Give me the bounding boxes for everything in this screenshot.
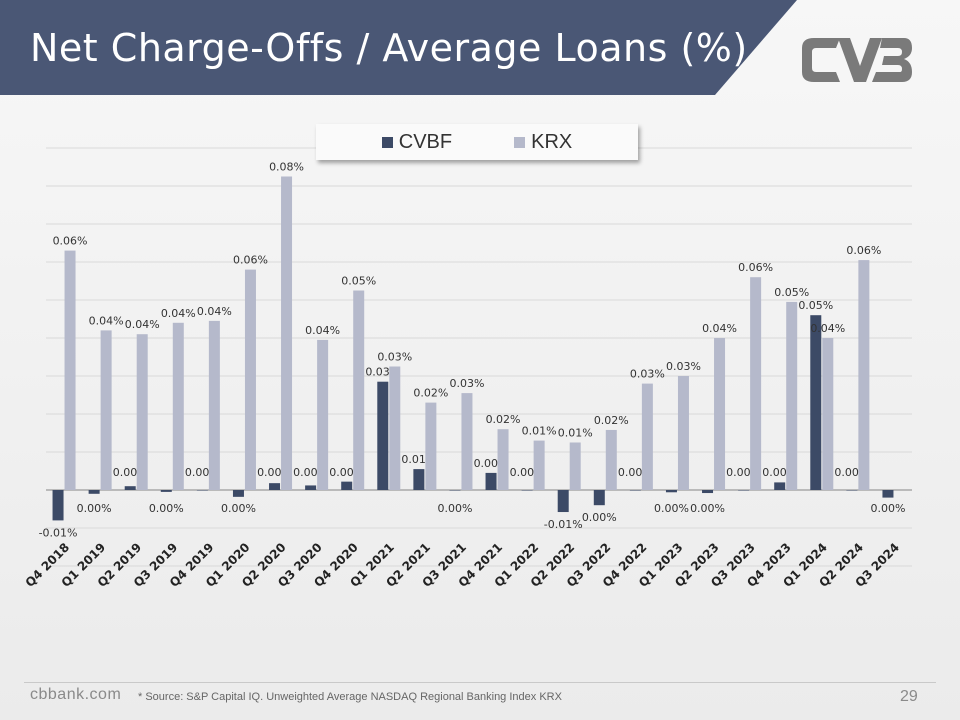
bar-krx xyxy=(533,440,545,490)
footer-source-note: * Source: S&P Capital IQ. Unweighted Ave… xyxy=(138,691,562,703)
data-label-cvbf: 0.00% xyxy=(77,502,112,515)
page-title: Net Charge-Offs / Average Loans (%) xyxy=(30,26,748,70)
bar-krx xyxy=(714,338,726,490)
data-label-cvbf: 0.00% xyxy=(870,502,905,515)
bar-cvbf xyxy=(629,490,641,491)
data-label-krx: 0.05% xyxy=(774,286,809,299)
footer-website: cbbank.com xyxy=(30,686,122,703)
data-label-krx: 0.01% xyxy=(558,427,593,440)
page-number: 29 xyxy=(900,688,918,705)
data-label-cvbf: 0.00% xyxy=(582,511,617,524)
bar-cvbf xyxy=(88,490,100,494)
data-label-krx: 0.03% xyxy=(666,360,701,373)
data-label-krx: 0.04% xyxy=(810,322,845,335)
data-label-krx: 0.04% xyxy=(89,314,124,327)
data-label-krx: 0.01% xyxy=(522,425,557,438)
data-label-krx: 0.03% xyxy=(449,377,484,390)
data-label-krx: 0.04% xyxy=(702,322,737,335)
bar-krx xyxy=(786,301,798,490)
bar-cvbf xyxy=(665,490,677,493)
bar-cvbf xyxy=(160,490,172,492)
bar-cvbf xyxy=(593,490,605,506)
data-label-krx: 0.03% xyxy=(630,368,665,381)
data-label-krx: 0.04% xyxy=(125,318,160,331)
bar-krx xyxy=(64,250,76,490)
bar-cvbf xyxy=(377,381,389,490)
bar-cvbf xyxy=(521,490,533,491)
bar-cvbf xyxy=(882,490,894,498)
bar-krx xyxy=(497,429,509,490)
bar-krx xyxy=(136,334,148,490)
data-label-krx: 0.02% xyxy=(486,413,521,426)
bar-krx xyxy=(353,290,365,490)
bar-krx xyxy=(569,442,581,490)
bar-krx xyxy=(389,366,401,490)
bar-cvbf xyxy=(124,486,136,490)
legend-label-krx: KRX xyxy=(531,130,573,153)
title-banner xyxy=(0,0,797,95)
data-label-krx: 0.06% xyxy=(846,244,881,257)
data-label-cvbf: 0.00% xyxy=(437,502,472,515)
bar-cvbf xyxy=(413,469,425,490)
cvb-logo-icon xyxy=(802,38,912,82)
bar-cvbf xyxy=(341,481,353,490)
data-label-krx: 0.04% xyxy=(197,305,232,318)
bar-cvbf xyxy=(810,315,822,490)
bar-krx xyxy=(750,277,762,490)
chart-legend: CVBF KRX xyxy=(316,124,638,160)
bar-krx xyxy=(244,269,256,490)
bar-krx xyxy=(208,320,220,490)
data-label-cvbf: 0.00% xyxy=(654,502,689,515)
bar-krx xyxy=(100,330,112,490)
bar-cvbf xyxy=(485,472,497,490)
bar-cvbf xyxy=(269,483,281,490)
bar-cvbf xyxy=(196,490,208,491)
bar-cvbf xyxy=(52,490,64,521)
bar-cvbf xyxy=(774,482,786,490)
data-label-cvbf: -0.01% xyxy=(39,526,78,539)
data-label-krx: 0.05% xyxy=(341,275,376,288)
data-label-cvbf: 0.00% xyxy=(690,502,725,515)
bar-cvbf xyxy=(305,485,317,490)
data-label-cvbf: 0.05% xyxy=(798,299,833,312)
legend-label-cvbf: CVBF xyxy=(398,130,453,153)
bar-krx xyxy=(317,339,329,490)
data-label-cvbf: 0.00% xyxy=(221,502,256,515)
bar-krx xyxy=(172,322,184,490)
bar-krx xyxy=(641,383,653,490)
data-label-krx: 0.04% xyxy=(161,307,196,320)
bar-cvbf xyxy=(232,490,244,497)
bar-krx xyxy=(281,176,293,490)
bar-cvbf xyxy=(738,490,750,491)
bar-cvbf xyxy=(449,490,461,491)
bar-cvbf xyxy=(557,490,569,513)
legend-swatch-krx xyxy=(514,136,526,148)
bar-krx xyxy=(858,260,870,490)
data-label-krx: 0.02% xyxy=(413,387,448,400)
bar-krx xyxy=(425,402,437,490)
bar-cvbf xyxy=(846,490,858,491)
data-label-krx: 0.06% xyxy=(53,235,88,248)
bar-krx xyxy=(605,429,617,490)
legend-swatch-cvbf xyxy=(381,136,393,148)
data-label-krx: 0.06% xyxy=(738,261,773,274)
data-label-krx: 0.02% xyxy=(594,414,629,427)
bar-cvbf xyxy=(702,490,714,494)
data-label-cvbf: -0.01% xyxy=(544,518,583,531)
data-label-krx: 0.04% xyxy=(305,324,340,337)
data-label-krx: 0.08% xyxy=(269,161,304,174)
bar-krx xyxy=(461,393,473,490)
legend-item-krx: KRX xyxy=(514,131,572,154)
bar-krx xyxy=(822,338,834,490)
bar-krx xyxy=(677,376,689,490)
data-label-krx: 0.06% xyxy=(233,254,268,267)
legend-item-cvbf: CVBF xyxy=(381,130,453,154)
data-label-krx: 0.03% xyxy=(377,351,412,364)
data-label-cvbf: 0.00% xyxy=(149,502,184,515)
footer-divider xyxy=(24,682,936,683)
